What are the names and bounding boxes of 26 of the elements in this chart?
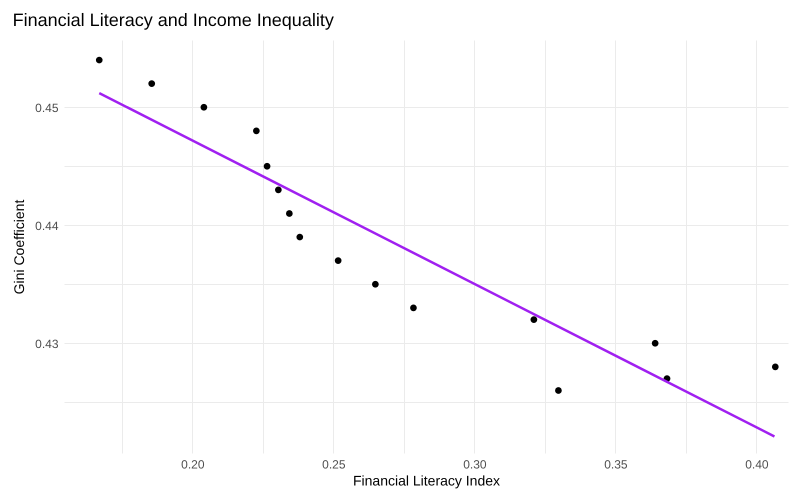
x-axis-title: Financial Literacy Index <box>352 472 500 488</box>
point <box>652 340 659 347</box>
point <box>772 364 779 370</box>
point <box>264 162 270 170</box>
y-tick-label: 0.44 <box>35 218 59 233</box>
x-tick-label: 0.25 <box>322 458 346 472</box>
point <box>555 387 562 394</box>
point <box>410 304 417 312</box>
x-tick-label: 0.30 <box>463 458 487 472</box>
point <box>148 80 156 88</box>
point <box>96 56 103 64</box>
point <box>274 186 282 194</box>
y-tick-label: 0.43 <box>35 336 59 351</box>
point <box>372 280 379 288</box>
x-tick-label: 0.40 <box>745 458 769 472</box>
point <box>253 128 260 134</box>
chart-title: Financial Literacy and Income Inequality <box>12 10 334 30</box>
x-tick-label: 0.35 <box>604 458 628 472</box>
x-tick-label: 0.20 <box>181 458 205 472</box>
point <box>286 210 293 217</box>
point <box>530 316 538 324</box>
point <box>296 234 304 240</box>
point <box>334 257 342 264</box>
y-tick-label: 0.45 <box>35 100 59 115</box>
point <box>200 104 208 111</box>
y-axis-title: Gini Coefficient <box>11 200 28 294</box>
